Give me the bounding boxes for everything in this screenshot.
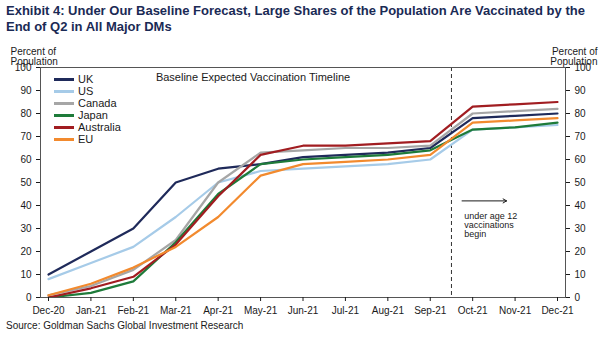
- svg-text:10: 10: [575, 269, 587, 280]
- svg-text:80: 80: [575, 108, 587, 119]
- svg-text:90: 90: [20, 85, 32, 96]
- svg-text:Percent ofPopulation: Percent ofPopulation: [11, 46, 58, 67]
- svg-text:Dec-20: Dec-20: [32, 305, 65, 316]
- svg-text:80: 80: [20, 108, 32, 119]
- svg-text:30: 30: [20, 223, 32, 234]
- svg-text:70: 70: [20, 131, 32, 142]
- html-text:Australia: Australia: [78, 121, 121, 133]
- svg-text:40: 40: [575, 200, 587, 211]
- svg-text:50: 50: [575, 177, 587, 188]
- svg-text:Jul-21: Jul-21: [332, 305, 360, 316]
- svg-text:60: 60: [575, 154, 587, 165]
- html-text:EU: EU: [78, 133, 94, 145]
- svg-text:May-21: May-21: [244, 305, 278, 316]
- svg-text:60: 60: [20, 154, 32, 165]
- html-text:UK: UK: [78, 73, 94, 85]
- svg-text:20: 20: [575, 246, 587, 257]
- html-text:Canada: Canada: [78, 97, 117, 109]
- svg-text:20: 20: [20, 246, 32, 257]
- svg-text:70: 70: [575, 131, 587, 142]
- svg-text:under age 12vaccinationsbegin: under age 12vaccinationsbegin: [464, 211, 517, 239]
- svg-text:100: 100: [574, 61, 592, 73]
- html-text:US: US: [78, 85, 94, 97]
- svg-text:Percent ofPopulation: Percent ofPopulation: [550, 46, 597, 67]
- svg-text:Apr-21: Apr-21: [203, 305, 233, 316]
- svg-text:Sep-21: Sep-21: [414, 305, 447, 316]
- svg-text:Mar-21: Mar-21: [160, 305, 192, 316]
- html-text:Exhibit 4: Under Our Baseline: Exhibit 4: Under Our Baseline Forecast, …: [6, 3, 585, 34]
- svg-text:30: 30: [575, 223, 587, 234]
- svg-text:50: 50: [20, 177, 32, 188]
- svg-text:Dec-21: Dec-21: [541, 305, 574, 316]
- svg-text:90: 90: [575, 85, 587, 96]
- svg-text:0: 0: [26, 292, 32, 303]
- svg-text:Jan-21: Jan-21: [76, 305, 107, 316]
- html-text:Source: Goldman Sachs Global I: Source: Goldman Sachs Global Investment …: [6, 320, 244, 331]
- svg-text:Aug-21: Aug-21: [372, 305, 405, 316]
- svg-text:Baseline Expected Vaccination: Baseline Expected Vaccination Timeline: [156, 71, 350, 83]
- svg-text:Feb-21: Feb-21: [117, 305, 149, 316]
- svg-text:Oct-21: Oct-21: [458, 305, 488, 316]
- svg-text:40: 40: [20, 200, 32, 211]
- svg-text:0: 0: [575, 292, 581, 303]
- svg-text:Nov-21: Nov-21: [499, 305, 532, 316]
- svg-text:100: 100: [14, 61, 32, 73]
- svg-text:Jun-21: Jun-21: [288, 305, 319, 316]
- html-text:Japan: Japan: [78, 109, 108, 121]
- svg-text:10: 10: [20, 269, 32, 280]
